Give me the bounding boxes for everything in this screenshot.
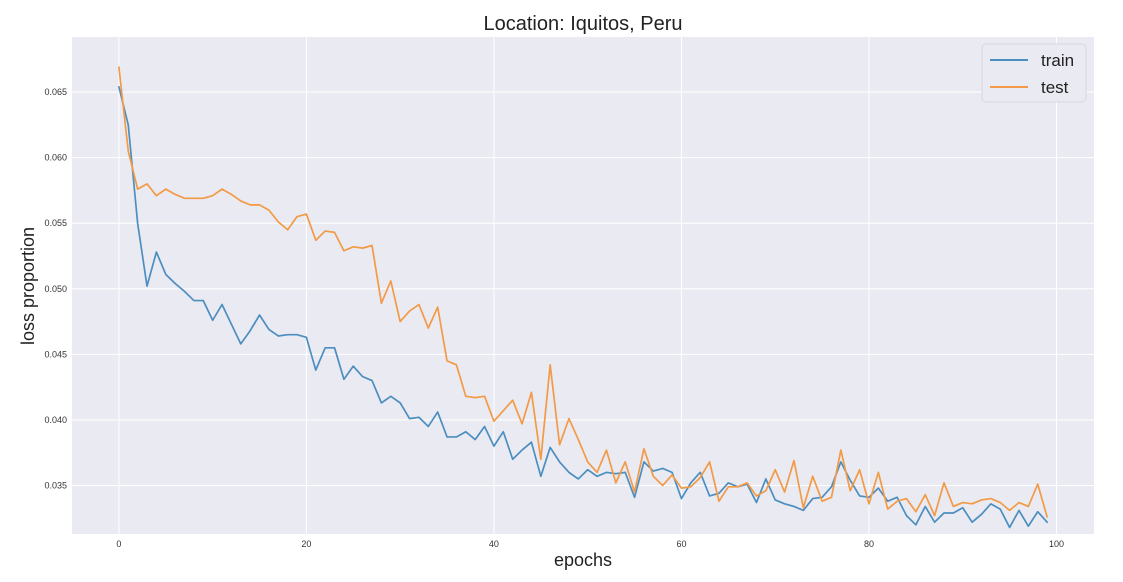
legend-test-label: test [1041,78,1069,97]
y-tick-label: 0.060 [44,153,67,163]
series-lines [118,66,1048,529]
x-axis-label: epochs [554,550,612,570]
y-tick-label: 0.055 [44,218,67,228]
plot-background [72,37,1094,534]
legend-train-label: train [1041,51,1074,70]
y-tick-label: 0.040 [44,415,67,425]
y-axis-label: loss proportion [18,227,38,345]
test-series-line [118,66,1048,518]
x-tick-label: 60 [676,539,686,549]
train-series-line [118,85,1048,529]
grid-lines [72,37,1094,534]
x-tick-label: 40 [489,539,499,549]
chart-title: Location: Iquitos, Peru [483,13,682,35]
x-tick-label: 20 [301,539,311,549]
y-tick-label: 0.045 [44,349,67,359]
y-tick-label: 0.035 [44,480,67,490]
y-tick-label: 0.050 [44,284,67,294]
y-tick-label: 0.065 [44,87,67,97]
axis-ticks: 0 20 40 60 80 100 0.035 0.040 0.045 0.050 0.055 0.0… [44,87,1064,549]
x-tick-label: 100 [1049,539,1064,549]
legend: train test [981,43,1087,103]
x-tick-label: 0 [116,539,121,549]
x-tick-label: 80 [864,539,874,549]
